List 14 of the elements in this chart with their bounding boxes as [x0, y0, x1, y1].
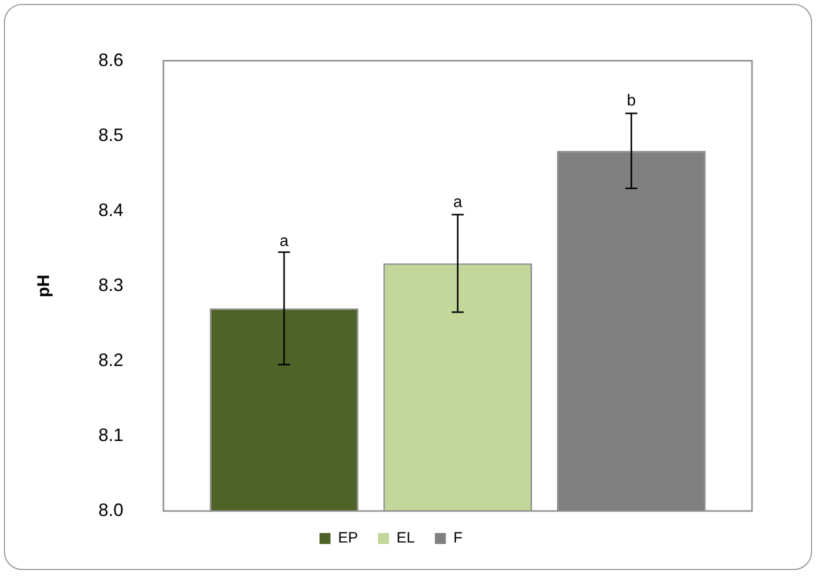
y-tick-label: 8.1 [98, 424, 124, 445]
legend-label: EL [396, 530, 415, 547]
y-tick-label: 8.4 [98, 200, 124, 220]
legend-label: EP [338, 530, 358, 547]
annotation: b [626, 92, 636, 110]
y-tick-label: 8.2 [98, 350, 124, 370]
legend-label: F [453, 530, 463, 547]
y-tick-label: 8.5 [98, 124, 124, 145]
y-tick-label: 8.6 [98, 50, 124, 70]
annotation: a [280, 233, 289, 250]
y-axis-title: pH [34, 274, 53, 298]
annotation: a [453, 194, 462, 212]
y-tick-label: 8.3 [98, 274, 124, 295]
y-tick-label: 8.0 [98, 500, 124, 520]
